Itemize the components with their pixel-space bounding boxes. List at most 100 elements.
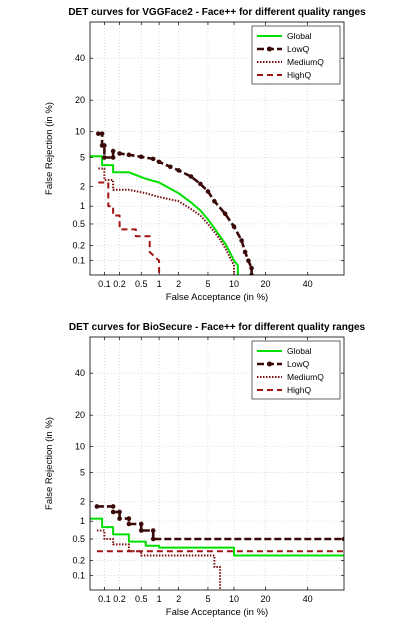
legend: Global LowQ MediumQ HighQ: [251, 340, 341, 400]
chart-panel-2: DET curves for BioSecure - Face++ for di…: [44, 322, 366, 618]
plot-frame: [89, 336, 345, 591]
x-tick-label: 10: [229, 279, 239, 289]
series-line-global: [90, 517, 344, 557]
series-point-lowq: [150, 528, 156, 533]
series-point-lowq: [102, 155, 107, 160]
y-tick-label: 1: [80, 516, 85, 526]
y-tick-label: 10: [75, 127, 85, 137]
y-axis-label: False Rejection (in %): [44, 102, 55, 195]
legend-marker-lowq: [267, 361, 272, 367]
x-tick-label: 1: [157, 279, 162, 289]
y-axis-label: False Rejection (in %): [44, 417, 55, 510]
x-tick-label: 0.1: [98, 594, 111, 604]
series-point-lowq: [126, 521, 132, 527]
legend-label-mediumq: MediumQ: [287, 57, 324, 67]
x-tick-label: 20: [261, 594, 271, 604]
series-point-lowq: [188, 174, 194, 179]
chart-title: DET curves for VGGFace2 - Face++ for dif…: [68, 7, 366, 18]
series-point-lowq: [99, 131, 105, 136]
x-tick-label: 0.5: [135, 279, 148, 289]
series-group: [90, 131, 254, 275]
series-point-lowq: [126, 516, 132, 521]
y-tick-label: 0.1: [72, 256, 85, 266]
series-point-lowq: [249, 272, 254, 275]
series-point-lowq: [212, 198, 217, 204]
legend-label-lowq: LowQ: [287, 359, 310, 369]
x-axis-label: False Acceptance (in %): [166, 292, 268, 303]
series-line-lowq: [96, 505, 344, 541]
series-point-lowq: [222, 211, 228, 217]
series-point-lowq: [110, 148, 116, 154]
series-point-lowq: [138, 154, 144, 160]
y-tick-label: 5: [80, 153, 85, 163]
x-tick-label: 0.5: [135, 594, 148, 604]
y-tick-label: 20: [75, 95, 85, 105]
legend-label-highq: HighQ: [287, 385, 311, 395]
series-point-lowq: [150, 536, 156, 542]
y-tick-label: 5: [80, 468, 85, 478]
y-tick-label: 2: [80, 497, 85, 507]
series-point-lowq: [246, 258, 251, 264]
chart-panel-1: DET curves for VGGFace2 - Face++ for dif…: [44, 7, 366, 303]
x-tick-label: 5: [205, 279, 210, 289]
series-point-lowq: [138, 528, 144, 533]
series-point-lowq: [239, 238, 244, 243]
legend-label-highq: HighQ: [287, 70, 311, 80]
series-point-lowq: [117, 509, 122, 515]
series-point-lowq: [117, 516, 122, 521]
series-point-lowq: [249, 265, 254, 271]
series-point-lowq: [242, 249, 248, 255]
legend-marker-lowq: [267, 46, 272, 52]
series-point-lowq: [168, 164, 173, 170]
series-point-lowq: [176, 168, 181, 173]
series-point-lowq: [156, 159, 162, 165]
x-tick-label: 2: [176, 279, 181, 289]
y-tick-label: 0.5: [72, 534, 85, 544]
legend: Global LowQ MediumQ HighQ: [251, 25, 341, 85]
series-line-global: [90, 155, 239, 275]
series-point-lowq: [231, 224, 237, 229]
y-tick-label: 0.2: [72, 556, 85, 566]
plot-frame: [89, 21, 345, 276]
x-tick-label: 1: [157, 594, 162, 604]
legend-label-global: Global: [287, 346, 312, 356]
series-point-lowq: [94, 504, 100, 509]
series-point-lowq: [126, 152, 132, 158]
series-point-lowq: [110, 504, 116, 509]
x-tick-label: 0.1: [98, 279, 111, 289]
series-point-lowq: [117, 151, 122, 156]
grid: [90, 22, 344, 275]
x-tick-label: 2: [176, 594, 181, 604]
series-line-mediumq: [98, 167, 235, 275]
series-point-lowq: [341, 536, 344, 542]
x-tick-label: 40: [303, 594, 313, 604]
series-point-lowq: [150, 156, 156, 162]
y-tick-label: 1: [80, 201, 85, 211]
legend-label-mediumq: MediumQ: [287, 372, 324, 382]
series-point-lowq: [198, 181, 203, 187]
x-tick-label: 0.2: [113, 279, 126, 289]
series-line-highq: [98, 181, 161, 275]
series-point-lowq: [110, 155, 116, 160]
legend-label-lowq: LowQ: [287, 44, 310, 54]
x-tick-label: 40: [303, 279, 313, 289]
x-tick-label: 0.2: [113, 594, 126, 604]
y-tick-label: 20: [75, 410, 85, 420]
y-tick-label: 0.1: [72, 571, 85, 581]
x-tick-label: 20: [261, 279, 271, 289]
x-tick-label: 10: [229, 594, 239, 604]
series-point-lowq: [205, 189, 211, 194]
x-tick-label: 5: [205, 594, 210, 604]
series-line-mediumq: [96, 529, 222, 590]
y-tick-label: 40: [75, 368, 85, 378]
chart-title: DET curves for BioSecure - Face++ for di…: [69, 322, 366, 333]
series-point-lowq: [138, 521, 144, 527]
y-tick-label: 0.2: [72, 241, 85, 251]
series-point-lowq: [110, 509, 116, 515]
series-point-lowq: [96, 131, 101, 136]
legend-label-global: Global: [287, 31, 312, 41]
series-group: [90, 504, 344, 590]
x-axis-label: False Acceptance (in %): [166, 607, 268, 618]
